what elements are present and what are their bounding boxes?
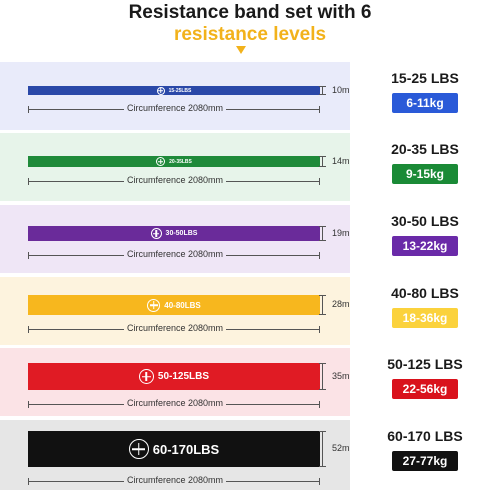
resistance-band: 15-25LBS <box>28 86 320 95</box>
band-row: 50-125LBS 35mm Circumference 2080mm 50-125 … <box>0 348 500 416</box>
band-row: 60-170LBS 52mm Circumference 2080mm 60-170 … <box>0 420 500 490</box>
band-print-label: 30-50LBS <box>165 230 198 237</box>
circumference-text: Circumference 2080mm <box>123 103 227 113</box>
resistance-info: 50-125 LBS 22-56kg <box>350 348 500 416</box>
width-dimension-line <box>319 156 326 167</box>
down-arrow-icon <box>236 46 246 54</box>
circumference-text: Circumference 2080mm <box>123 249 227 259</box>
band-panel: 15-25LBS 10mm Circumference 2080mm <box>0 62 357 130</box>
band-print-label: 40-80LBS <box>164 300 201 310</box>
circumference-label: Circumference 2080mm <box>0 475 350 485</box>
resistance-band: 50-125LBS <box>28 363 320 390</box>
resistance-lbs: 60-170 LBS <box>387 428 463 444</box>
resistance-lbs: 20-35 LBS <box>391 141 459 157</box>
circumference-label: Circumference 2080mm <box>0 249 350 259</box>
width-dimension-line <box>319 363 326 390</box>
subtitle: resistance levels <box>173 24 327 45</box>
band-panel: 50-125LBS 35mm Circumference 2080mm <box>0 348 357 416</box>
band-width-label: 52mm <box>332 443 358 453</box>
resistance-lbs: 30-50 LBS <box>391 213 459 229</box>
resistance-band: 40-80LBS <box>28 295 320 315</box>
band-print-label: 50-125LBS <box>157 371 210 382</box>
circumference-label: Circumference 2080mm <box>0 175 350 185</box>
band-width-label: 19mm <box>332 227 358 238</box>
resistance-lbs: 40-80 LBS <box>391 285 459 301</box>
band-width-label: 14mm <box>332 155 358 166</box>
circumference-text: Circumference 2080mm <box>123 175 227 185</box>
band-width-label: 28mm <box>332 299 358 309</box>
band-print-label: 20-35LBS <box>169 158 192 165</box>
band-row: 30-50LBS 19mm Circumference 2080mm 30-50 LB… <box>0 205 500 273</box>
resistance-info: 60-170 LBS 27-77kg <box>350 420 500 490</box>
resistance-kg-badge: 6-11kg <box>392 93 458 113</box>
band-panel: 60-170LBS 52mm Circumference 2080mm <box>0 420 357 490</box>
resistance-kg-badge: 22-56kg <box>392 379 458 399</box>
header: Resistance band set with 6 resistance le… <box>0 0 500 60</box>
band-width-label: 35mm <box>332 370 358 381</box>
resistance-info: 15-25 LBS 6-11kg <box>350 62 500 130</box>
band-print-label: 60-170LBS <box>152 441 220 457</box>
width-dimension-line <box>319 226 326 241</box>
band-row: 15-25LBS 10mm Circumference 2080mm 15-25 LB… <box>0 62 500 130</box>
resistance-kg-badge: 9-15kg <box>392 164 458 184</box>
resistance-kg-badge: 18-36kg <box>392 308 458 328</box>
width-dimension-line <box>319 295 326 315</box>
circumference-text: Circumference 2080mm <box>123 398 227 408</box>
band-logo-icon <box>147 298 161 312</box>
resistance-kg-badge: 27-77kg <box>392 451 458 471</box>
resistance-info: 20-35 LBS 9-15kg <box>350 133 500 201</box>
band-panel: 30-50LBS 19mm Circumference 2080mm <box>0 205 357 273</box>
band-row: 40-80LBS 28mm Circumference 2080mm 40-80 LB… <box>0 277 500 345</box>
circumference-text: Circumference 2080mm <box>123 475 227 485</box>
title: Resistance band set with 6 <box>128 2 372 23</box>
circumference-label: Circumference 2080mm <box>0 323 350 333</box>
band-logo-icon <box>150 228 162 239</box>
band-logo-icon <box>156 157 166 166</box>
circumference-label: Circumference 2080mm <box>0 398 350 408</box>
circumference-text: Circumference 2080mm <box>123 323 227 333</box>
width-dimension-line <box>319 86 326 95</box>
resistance-lbs: 15-25 LBS <box>391 70 459 86</box>
circumference-label: Circumference 2080mm <box>0 103 350 113</box>
band-width-label: 10mm <box>332 84 358 95</box>
band-row: 20-35LBS 14mm Circumference 2080mm 20-35 LB… <box>0 133 500 201</box>
width-dimension-line <box>319 431 326 467</box>
band-print-label: 15-25LBS <box>168 87 192 94</box>
resistance-info: 30-50 LBS 13-22kg <box>350 205 500 273</box>
band-panel: 40-80LBS 28mm Circumference 2080mm <box>0 277 357 345</box>
resistance-lbs: 50-125 LBS <box>387 356 463 372</box>
band-logo-icon <box>156 86 165 95</box>
resistance-band: 60-170LBS <box>28 431 320 467</box>
resistance-kg-badge: 13-22kg <box>392 236 458 256</box>
resistance-info: 40-80 LBS 18-36kg <box>350 277 500 345</box>
band-logo-icon <box>138 369 154 384</box>
resistance-band: 20-35LBS <box>28 156 320 167</box>
band-panel: 20-35LBS 14mm Circumference 2080mm <box>0 133 357 201</box>
resistance-band: 30-50LBS <box>28 226 320 241</box>
band-logo-icon <box>128 439 149 459</box>
